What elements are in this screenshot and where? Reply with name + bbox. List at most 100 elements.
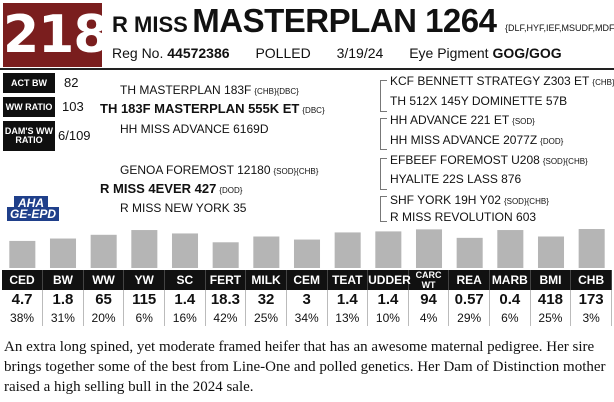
epd-percentile: 10% bbox=[367, 309, 409, 326]
divider bbox=[0, 68, 614, 70]
epd-header-udder: UDDER bbox=[367, 270, 411, 290]
epd-header-chb: CHB bbox=[570, 270, 612, 290]
epd-value: 115 bbox=[123, 290, 165, 309]
polled-status: POLLED bbox=[255, 45, 311, 61]
pedigree-dam: R MISS 4EVER 427 {DOD} bbox=[100, 181, 243, 196]
epd-header-teat: TEAT bbox=[327, 270, 369, 290]
percentile-bar-rea bbox=[456, 237, 483, 268]
epd-percentile: 25% bbox=[530, 309, 572, 326]
percentile-bar-cem bbox=[293, 239, 321, 268]
pedigree-dd-sire: SHF YORK 19H Y02 {SOD}{CHB} bbox=[390, 193, 549, 207]
eye-value: GOG/GOG bbox=[492, 45, 562, 61]
epd-percentile: 3% bbox=[570, 309, 612, 326]
epd-percentile-row: 38% 31% 20% 6% 16% 42% 25% 34% 13% 10% 4% 29% 6% 25% 3… bbox=[2, 309, 612, 326]
epd-value: 173 bbox=[570, 290, 612, 309]
percentile-bar-sc bbox=[171, 233, 199, 268]
epd-percentile: 13% bbox=[327, 309, 369, 326]
animal-name: R MISS MASTERPLAN 1264 {DLF,HYF,IEF,MSUD… bbox=[112, 4, 614, 45]
epd-header-yw: YW bbox=[123, 270, 165, 290]
epd-header-carc-wt: CARC WT bbox=[408, 270, 450, 290]
pedigree-sd-dam: HH MISS ADVANCE 2077Z {DOD} bbox=[390, 133, 564, 147]
epd-percentile: 6% bbox=[123, 309, 165, 326]
pedigree-bracket bbox=[380, 80, 387, 112]
pedigree-dd-dam: R MISS REVOLUTION 603 bbox=[390, 210, 537, 224]
metric-value: 6/109 bbox=[58, 128, 91, 143]
percentile-bar-yw bbox=[131, 230, 158, 268]
epd-header-fert: FERT bbox=[205, 270, 247, 290]
percentile-bar-carc-wt bbox=[415, 229, 443, 268]
percentile-bar-bw bbox=[49, 238, 77, 268]
epd-table: CED BW WW YW SC FERT MILK CEM TEAT UDDER CARC WT RE… bbox=[2, 270, 612, 326]
pedigree-sire-dam: HH MISS ADVANCE 6169D bbox=[120, 122, 269, 136]
epd-header-cem: CEM bbox=[286, 270, 328, 290]
epd-value-row: 4.7 1.8 65 115 1.4 18.3 32 3 1.4 1.4 94 0.57 0.4 418 1… bbox=[2, 290, 612, 309]
epd-value: 1.4 bbox=[164, 290, 206, 309]
epd-header-marb: MARB bbox=[489, 270, 531, 290]
percentile-bar-ced bbox=[9, 240, 36, 268]
epd-header-bw: BW bbox=[42, 270, 84, 290]
epd-header-milk: MILK bbox=[245, 270, 287, 290]
epd-percentile: 31% bbox=[42, 309, 84, 326]
epd-percentile: 4% bbox=[408, 309, 450, 326]
percentile-bar-milk bbox=[253, 236, 280, 268]
epd-header-ww: WW bbox=[83, 270, 125, 290]
epd-percentile: 38% bbox=[2, 309, 44, 326]
pedigree-ss-sire: KCF BENNETT STRATEGY Z303 ET{CHB}{DBC} bbox=[390, 74, 614, 88]
epd-percentile: 42% bbox=[205, 309, 247, 326]
epd-value: 1.8 bbox=[42, 290, 84, 309]
aha-ge-epd-logo: AHA GE-EPD bbox=[4, 196, 66, 222]
genetic-codes: {DLF,HYF,IEF,MSUDF,MDF,DBF} bbox=[504, 22, 614, 33]
percentile-bar-chart bbox=[9, 229, 605, 268]
epd-header-ced: CED bbox=[2, 270, 44, 290]
name-prefix: R MISS bbox=[112, 12, 188, 37]
metric-value: 103 bbox=[62, 99, 84, 114]
epd-header-rea: REA bbox=[448, 270, 490, 290]
pedigree-bracket bbox=[380, 118, 387, 150]
percentile-bar-chb bbox=[578, 229, 605, 268]
epd-percentile: 16% bbox=[164, 309, 206, 326]
metric-label: DAM'S WW RATIO bbox=[3, 121, 55, 151]
epd-percentile: 25% bbox=[245, 309, 287, 326]
epd-value: 65 bbox=[83, 290, 125, 309]
metric-label: ACT BW bbox=[3, 73, 55, 93]
epd-value: 418 bbox=[530, 290, 572, 309]
reg-number: 44572386 bbox=[167, 45, 230, 61]
percentile-bar-ww bbox=[90, 234, 117, 268]
pedigree-dam-dam: R MISS NEW YORK 35 bbox=[120, 201, 247, 215]
epd-value: 94 bbox=[408, 290, 450, 309]
epd-percentile: 34% bbox=[286, 309, 328, 326]
epd-header-bmi: BMI bbox=[530, 270, 572, 290]
epd-value: 3 bbox=[286, 290, 328, 309]
epd-value: 18.3 bbox=[205, 290, 247, 309]
pedigree-ss-dam: TH 512X 145Y DOMINETTE 57B bbox=[390, 94, 568, 108]
reg-label: Reg No. bbox=[112, 45, 164, 61]
epd-value: 0.4 bbox=[489, 290, 531, 309]
epd-value: 1.4 bbox=[327, 290, 369, 309]
percentile-bar-bmi bbox=[537, 236, 565, 268]
epd-value: 0.57 bbox=[448, 290, 490, 309]
epd-header-row: CED BW WW YW SC FERT MILK CEM TEAT UDDER CARC WT RE… bbox=[2, 270, 612, 290]
pedigree-sire-sire: TH MASTERPLAN 183F {CHB}{DBC} bbox=[120, 83, 299, 97]
pedigree-dam-sire: GENOA FOREMOST 12180 {SOD}{CHB} bbox=[120, 163, 319, 177]
pedigree-sd-sire: HH ADVANCE 221 ET {SOD} bbox=[390, 113, 535, 127]
pedigree-ds-sire: EFBEEF FOREMOST U208 {SOD}{CHB} bbox=[390, 153, 588, 167]
pedigree-ds-dam: HYALITE 22S LASS 876 bbox=[390, 172, 522, 186]
name-main: MASTERPLAN 1264 bbox=[192, 2, 497, 39]
percentile-bar-teat bbox=[334, 232, 361, 268]
registration-line: Reg No. 44572386 POLLED 3/19/24 Eye Pigm… bbox=[112, 45, 562, 61]
epd-percentile: 6% bbox=[489, 309, 531, 326]
birth-date: 3/19/24 bbox=[336, 45, 384, 61]
pedigree-bracket bbox=[380, 158, 387, 190]
epd-header-sc: SC bbox=[164, 270, 206, 290]
epd-value: 1.4 bbox=[367, 290, 409, 309]
eye-label: Eye Pigment bbox=[409, 45, 489, 61]
percentile-bar-udder bbox=[375, 231, 402, 268]
metric-value: 82 bbox=[64, 75, 79, 90]
pedigree-bracket bbox=[380, 196, 387, 222]
epd-value: 4.7 bbox=[2, 290, 44, 309]
description: An extra long spined, yet moderate frame… bbox=[4, 339, 606, 395]
epd-percentile: 29% bbox=[448, 309, 490, 326]
metric-label: WW RATIO bbox=[3, 97, 55, 117]
lot-number: 218 bbox=[3, 3, 110, 67]
epd-value: 32 bbox=[245, 290, 287, 309]
